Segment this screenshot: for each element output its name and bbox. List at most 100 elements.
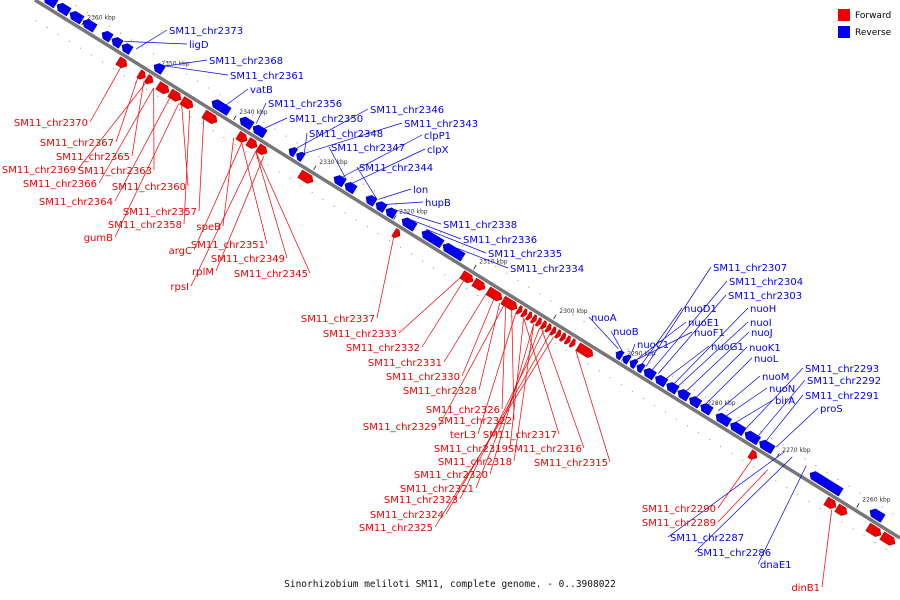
- reverse-gene-shape: [421, 229, 445, 249]
- reverse-gene-label: SM11_chr2368: [209, 56, 283, 67]
- reverse-gene-shape: [730, 421, 747, 437]
- tick-mark: [393, 214, 397, 220]
- label-leader-line: [636, 321, 687, 361]
- reverse-gene-shape: [401, 217, 418, 232]
- reverse-gene: [643, 367, 657, 381]
- strand-dot: [223, 136, 225, 139]
- forward-gene: [747, 449, 758, 460]
- reverse-gene-label: nuoM: [762, 372, 789, 383]
- label-leader-line: [776, 407, 819, 448]
- reverse-gene: [421, 229, 445, 249]
- strand-dot: [506, 272, 508, 274]
- reverse-gene: [869, 508, 886, 523]
- forward-gene-shape: [563, 335, 571, 345]
- strand-dot: [885, 548, 887, 551]
- strand-dot: [439, 231, 442, 233]
- reverse-gene-label: hupB: [425, 198, 451, 209]
- label-leader-line: [198, 118, 205, 212]
- label-leader-line: [736, 399, 774, 423]
- strand-dot: [79, 47, 81, 49]
- reverse-gene-label: nuoG1: [711, 342, 744, 353]
- position-ticks: 2360 kbp 2350 kbp 2340 kbp 2330 kbp 2320 kbp…: [81, 15, 891, 508]
- forward-gene: [459, 270, 474, 284]
- label-leader-line: [821, 509, 833, 588]
- forward-gene: [245, 137, 258, 149]
- reverse-gene-label: SM11_chr2335: [488, 249, 562, 260]
- forward-gene-shape: [558, 332, 567, 342]
- strand-dot: [594, 327, 596, 329]
- strand-dot: [263, 121, 265, 123]
- strand-dot: [726, 410, 729, 412]
- strand-dot: [565, 349, 567, 351]
- strand-dot: [760, 430, 762, 432]
- reverse-gene: [809, 471, 844, 497]
- label-leader-line: [190, 151, 257, 287]
- strand-dot: [473, 252, 475, 254]
- forward-gene-shape: [201, 109, 218, 124]
- reverse-gene-label: birA: [775, 396, 795, 407]
- forward-gene: [529, 314, 538, 324]
- reverse-gene-label: SM11_chr2344: [359, 163, 433, 174]
- strand-dot: [90, 54, 92, 56]
- forward-gene: [879, 531, 896, 546]
- strand-dot: [638, 355, 640, 357]
- reverse-gene-label: SM11_chr2334: [510, 264, 584, 275]
- strand-dot: [322, 198, 324, 200]
- forward-gene-shape: [529, 314, 538, 324]
- label-leader-line: [459, 330, 545, 500]
- forward-gene: [575, 342, 594, 358]
- forward-gene-shape: [515, 305, 523, 315]
- reverse-gene-label: proS: [820, 404, 843, 415]
- forward-gene-label: SM11_chr2369: [2, 165, 76, 176]
- strand-dot: [190, 116, 192, 118]
- strand-dot: [410, 253, 413, 255]
- forward-gene: [115, 56, 128, 69]
- reverse-gene-label: SM11_chr2338: [443, 220, 517, 231]
- forward-gene-label: SM11_chr2360: [112, 182, 186, 193]
- legend-forward-swatch: [838, 9, 850, 21]
- forward-gene-shape: [235, 131, 248, 143]
- strand-dot: [664, 411, 667, 413]
- legend-forward-label: Forward: [855, 11, 891, 21]
- strand-dot: [278, 171, 280, 173]
- strand-dot: [808, 500, 810, 502]
- reverse-gene-label: nuoL: [754, 354, 779, 365]
- strand-dot: [797, 493, 799, 496]
- strand-dot: [86, 11, 88, 14]
- label-leader-line: [461, 299, 495, 377]
- strand-dot: [815, 465, 817, 467]
- forward-gene-shape: [568, 338, 576, 348]
- label-leader-line: [226, 88, 249, 106]
- reverse-gene: [288, 147, 299, 158]
- reverse-gene-shape: [622, 354, 632, 365]
- forward-gene: [539, 320, 547, 330]
- forward-gene-label: SM11_chr2349: [211, 254, 285, 265]
- forward-gene-shape: [115, 56, 128, 69]
- reverse-gene-shape: [689, 396, 703, 409]
- label-leader-line: [758, 379, 806, 437]
- reverse-gene: [365, 195, 378, 207]
- forward-gene-shape: [834, 503, 848, 516]
- forward-gene-label: SM11_chr2351: [191, 240, 265, 251]
- label-leader-line: [694, 456, 793, 553]
- strand-dot: [112, 68, 115, 70]
- label-leader-line: [456, 247, 509, 269]
- forward-gene-label: argC: [169, 246, 192, 257]
- strand-dot: [355, 219, 357, 221]
- reverse-gene-label: nuoH: [750, 304, 776, 315]
- forward-gene-label: SM11_chr2324: [370, 510, 444, 521]
- reverse-gene-label: nuoF1: [694, 328, 725, 339]
- label-leader-line: [717, 459, 752, 509]
- strand-dot: [848, 485, 850, 487]
- reverse-gene-label: nuoI: [750, 318, 772, 329]
- label-leader-line: [513, 324, 535, 462]
- label-leader-line: [646, 266, 712, 367]
- reverse-gene-shape: [385, 207, 398, 220]
- forward-gene: [823, 496, 837, 509]
- reverse-gene-label: SM11_chr2348: [309, 129, 383, 140]
- reverse-gene: [43, 0, 59, 9]
- reverse-gene-shape: [288, 147, 299, 158]
- forward-gene-shape: [865, 522, 882, 537]
- strand-dot: [212, 130, 214, 132]
